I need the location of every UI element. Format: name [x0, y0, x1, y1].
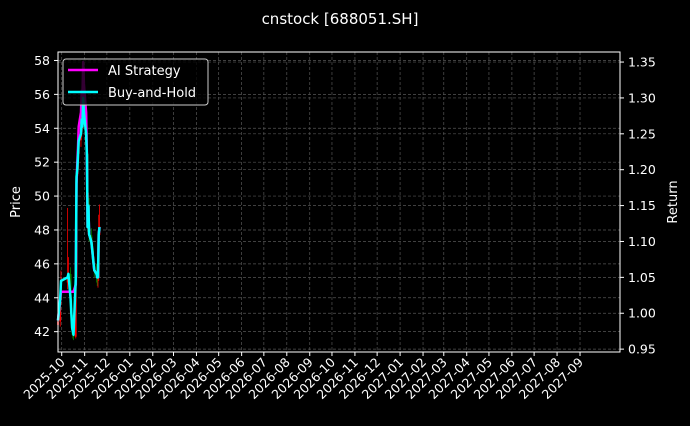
y2-tick-label: 1.05	[628, 270, 656, 285]
legend-label-buy-and-hold: Buy-and-Hold	[108, 86, 196, 101]
y-tick-label: 46	[34, 256, 50, 271]
chart-title: cnstock [688051.SH]	[262, 10, 419, 28]
y2-tick-label: 1.20	[628, 162, 656, 177]
y-tick-label: 56	[34, 87, 50, 102]
y-tick-label: 48	[34, 222, 50, 237]
y2-tick-label: 1.25	[628, 126, 656, 141]
y-axis-right: 0.95 1.00 1.05 1.10 1.15 1.20 1.25 1.30 1.35	[620, 55, 656, 357]
y-tick-label: 54	[34, 121, 50, 136]
y-axis-left: 42 44 46 48 50 52 54 56 58	[34, 53, 58, 339]
y-tick-label: 58	[34, 53, 50, 68]
legend: AI Strategy Buy-and-Hold	[62, 58, 209, 106]
y-tick-label: 42	[34, 324, 50, 339]
y2-tick-label: 1.15	[628, 198, 656, 213]
y-tick-label: 44	[34, 290, 50, 305]
legend-label-ai-strategy: AI Strategy	[108, 64, 181, 79]
y2-axis-label: Return	[666, 180, 681, 223]
y-tick-label: 52	[34, 155, 50, 170]
series-line-buy-and-hold	[56, 96, 101, 337]
price-candles	[57, 77, 101, 341]
y2-tick-label: 0.95	[628, 342, 656, 357]
y2-tick-label: 1.30	[628, 90, 656, 105]
y2-tick-label: 1.10	[628, 234, 656, 249]
legend-box	[62, 58, 209, 106]
x-axis: 2025-102025-112025-122026-012026-022026-…	[20, 352, 586, 402]
y2-tick-label: 1.35	[628, 55, 656, 70]
y-axis-label: Price	[9, 186, 24, 218]
y2-tick-label: 1.00	[628, 306, 656, 321]
y-tick-label: 50	[34, 189, 50, 204]
plot-frame	[57, 51, 621, 353]
